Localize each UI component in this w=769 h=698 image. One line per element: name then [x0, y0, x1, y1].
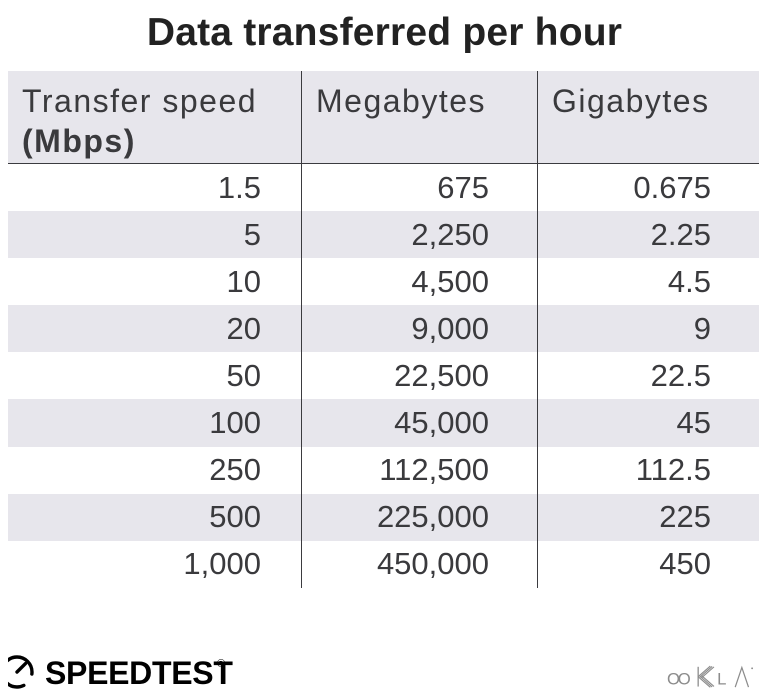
svg-text:OO: OO: [667, 669, 691, 688]
svg-text:L: L: [717, 669, 726, 688]
svg-text:SPEEDTEST: SPEEDTEST: [45, 655, 233, 690]
svg-text:®: ®: [217, 658, 225, 670]
